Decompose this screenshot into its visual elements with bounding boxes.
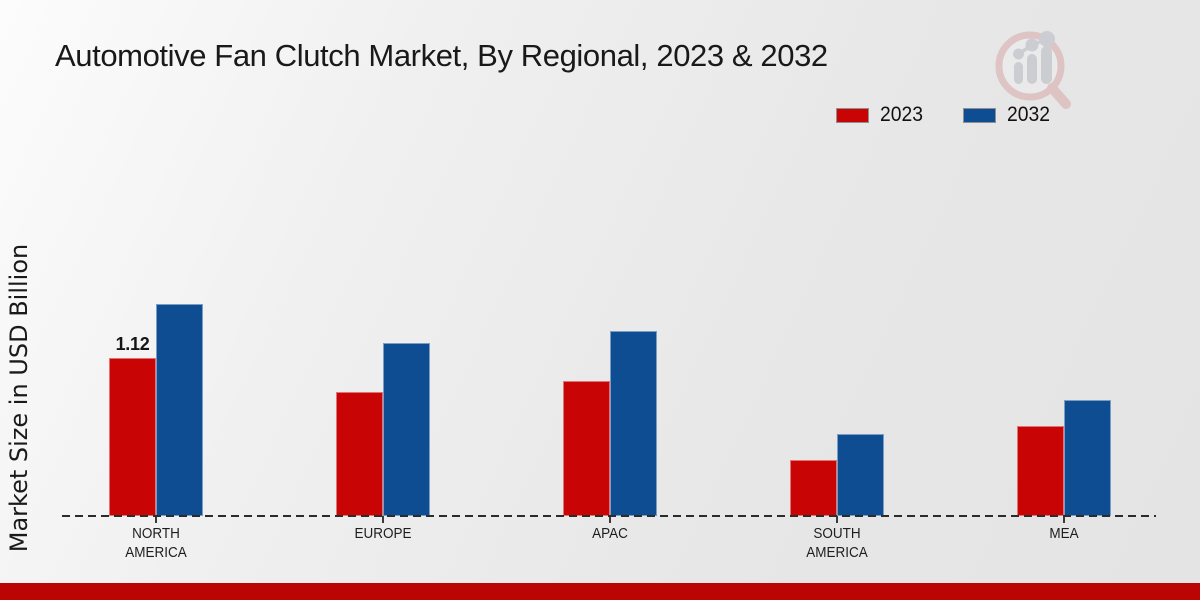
legend-label-2032: 2032 <box>1006 103 1050 126</box>
category-label-south: SOUTH AMERICA <box>806 525 868 561</box>
bar-chart-magnifier-logo-icon <box>990 26 1080 118</box>
axis-tick-mea <box>1063 516 1065 523</box>
legend-item-2032: 2032 <box>962 103 1054 127</box>
category-label-apac: APAC <box>592 525 628 542</box>
axis-tick-north <box>155 516 157 523</box>
category-label-europe: EUROPE <box>354 525 412 542</box>
legend-swatch-2032 <box>962 107 996 123</box>
axis-tick-europe <box>382 516 384 523</box>
bar-2023-mea <box>1017 426 1064 516</box>
bar-2023-north <box>109 358 156 516</box>
bar-2023-europe <box>336 392 383 516</box>
bar-2023-apac <box>563 381 610 516</box>
bar-2032-north <box>156 304 203 516</box>
axis-tick-apac <box>609 516 611 523</box>
chart-title: Automotive Fan Clutch Market, By Regiona… <box>55 38 828 73</box>
bar-2032-europe <box>383 343 430 516</box>
category-label-north: NORTH AMERICA <box>125 525 187 561</box>
bar-2032-south <box>837 434 884 516</box>
chart-legend: 2023 2032 <box>836 103 1053 127</box>
footer-accent-bar <box>0 583 1200 600</box>
legend-swatch-2023 <box>836 107 869 123</box>
axis-tick-south <box>836 516 838 523</box>
legend-item-2023: 2023 <box>836 103 927 127</box>
x-axis-baseline <box>62 515 1156 517</box>
bar-2032-apac <box>610 331 657 516</box>
bar-2023-south <box>790 460 837 516</box>
category-label-mea: MEA <box>1049 525 1079 542</box>
bar-2032-mea <box>1064 400 1111 516</box>
bar-value-label-2023-north: 1.12 <box>115 334 150 354</box>
legend-label-2023: 2023 <box>880 103 923 126</box>
